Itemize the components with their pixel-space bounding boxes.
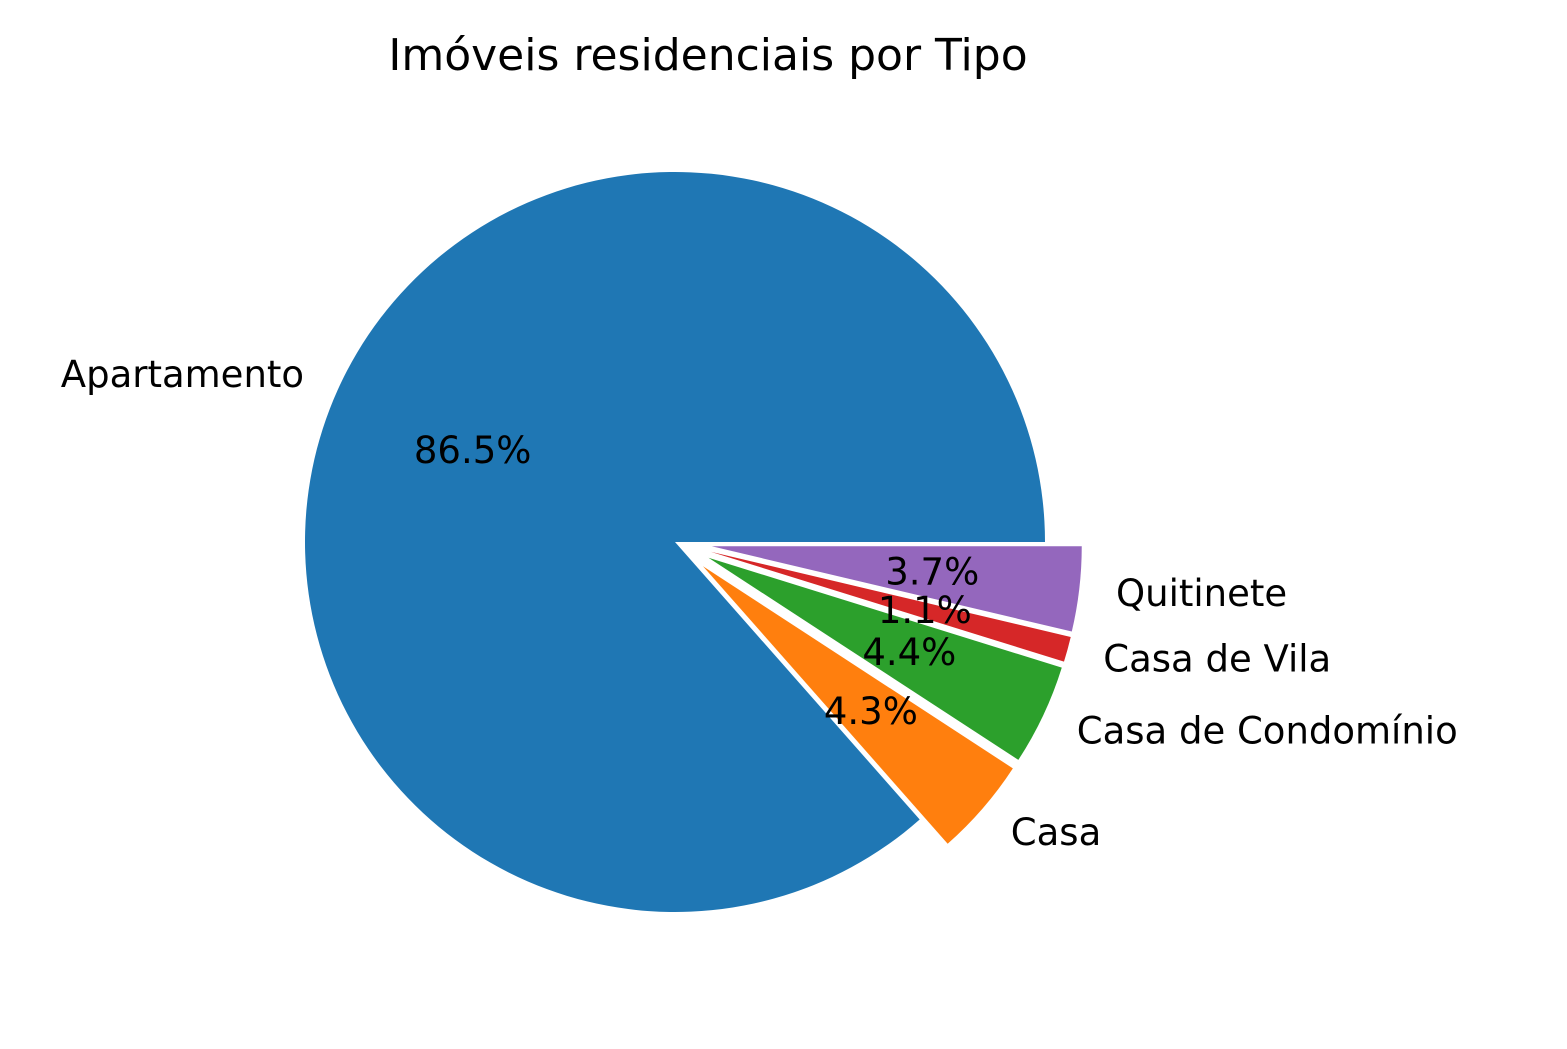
pie-slice-casa — [702, 566, 1013, 844]
slice-label: Quitinete — [1116, 572, 1287, 615]
pie-slice-quitinete — [711, 546, 1082, 632]
pie-slices — [304, 171, 1082, 912]
slice-label: Casa de Vila — [1103, 638, 1331, 681]
slice-label: Apartamento — [61, 353, 304, 396]
slice-percent-label: 1.1% — [878, 589, 972, 632]
pie-slice-casa-de-vila — [710, 551, 1071, 662]
slice-percent-label: 86.5% — [414, 429, 532, 472]
chart-title: Imóveis residenciais por Tipo — [388, 30, 1027, 81]
slice-percent-label: 4.3% — [824, 690, 918, 733]
pie-slice-casa-de-condom-nio — [708, 557, 1062, 760]
slice-percent-label: 4.4% — [862, 631, 956, 674]
pie-labels: Apartamento 86.5% Casa 4.3% Casa de Condomín… — [61, 353, 1458, 854]
pie-slice-apartamento — [304, 171, 1045, 912]
slice-percent-label: 3.7% — [885, 551, 979, 594]
slice-label: Casa — [1011, 811, 1101, 854]
slice-label: Casa de Condomínio — [1077, 710, 1458, 753]
